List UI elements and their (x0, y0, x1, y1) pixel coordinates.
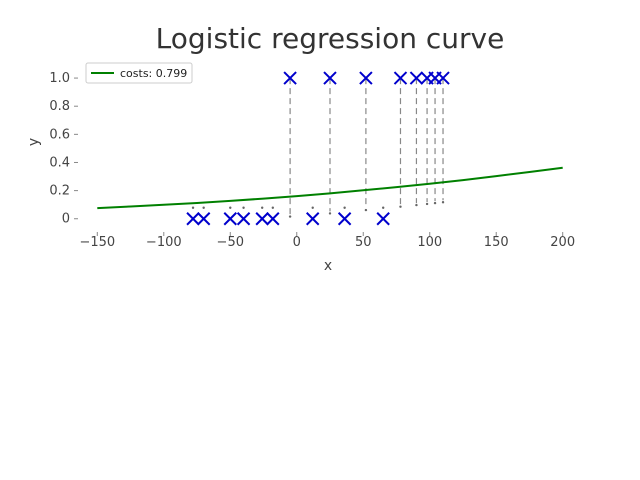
data-point-marker (393, 71, 408, 85)
legend-label: costs: 0.799 (120, 67, 187, 80)
legend: costs: 0.799 (85, 62, 193, 84)
residual-endpoint (191, 206, 195, 209)
data-point-marker (236, 212, 251, 226)
data-point-marker (337, 212, 352, 226)
y-tick-label: 1.0 (49, 71, 70, 86)
residual-endpoint (311, 206, 314, 209)
data-point-marker (283, 71, 297, 85)
residual-endpoint (425, 202, 429, 206)
chart-title: Logistic regression curve (156, 22, 505, 55)
residual-endpoint (328, 212, 332, 215)
residual-endpoint (415, 203, 418, 207)
data-point-marker (223, 212, 237, 226)
y-axis-label: y (26, 138, 42, 146)
residual-endpoint (441, 201, 445, 204)
data-point-marker (409, 71, 424, 85)
x-tick-label: −150 (79, 235, 115, 250)
residual-endpoint (260, 206, 264, 209)
data-point-marker (376, 212, 390, 226)
y-tick-label: 0.8 (49, 99, 70, 114)
y-tick-label: 0.2 (49, 184, 70, 199)
residual-endpoint (242, 206, 245, 209)
residual-endpoint (381, 206, 385, 209)
data-point-marker (359, 71, 373, 85)
x-tick-label: 100 (417, 235, 442, 250)
x-axis-label: x (324, 258, 332, 274)
data-point-marker (255, 212, 269, 226)
x-tick-label: 50 (355, 235, 372, 250)
data-point-marker (436, 71, 450, 85)
legend-frame (85, 62, 193, 84)
residual-endpoint (343, 206, 346, 209)
plot-area: −150 −100 −50 0 50 100 150 200 0 0.2 0.4 0.6 0.8 1.0 (49, 71, 575, 250)
y-tick-label: 0 (62, 212, 70, 227)
data-point-marker (266, 212, 280, 226)
residual-endpoint (202, 206, 205, 209)
residual-endpoint (271, 206, 275, 209)
y-tick-label: 0.6 (49, 127, 70, 142)
data-point-marker (196, 212, 211, 226)
y-tick-label: 0.4 (49, 155, 70, 170)
x-tick-label: 150 (484, 235, 509, 250)
residual-endpoint (229, 206, 232, 209)
x-tick-label: −50 (217, 235, 244, 250)
residual-endpoint (399, 205, 402, 208)
x-tick-label: −100 (146, 235, 182, 250)
x-tick-label: 200 (550, 235, 575, 250)
data-point-marker (186, 212, 200, 226)
x-tick-label: 0 (293, 235, 301, 250)
data-point-marker (323, 71, 337, 85)
data-point-marker (306, 212, 320, 226)
residual-endpoint (364, 208, 368, 212)
residual-endpoint (288, 215, 292, 218)
logistic-curve-line (97, 166, 563, 210)
residual-endpoint (433, 201, 437, 205)
